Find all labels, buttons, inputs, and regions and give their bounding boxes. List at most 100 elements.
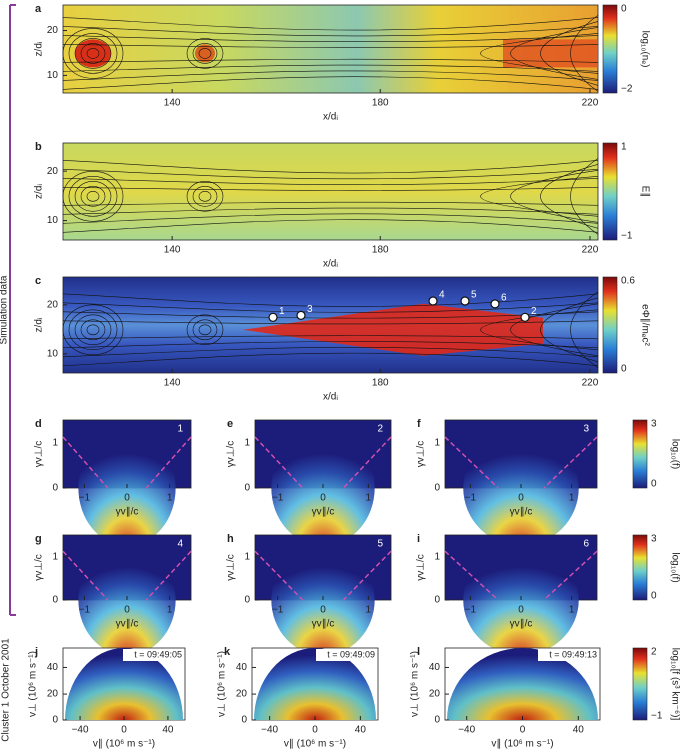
contour (74, 38, 112, 69)
contour (62, 320, 599, 325)
colorbar-label: log₁₀[f (s³ km⁻⁶)] (669, 648, 680, 721)
x-tick-label: 40 (355, 725, 367, 736)
contour (540, 297, 599, 363)
colorbar-max: 3 (651, 534, 657, 545)
contour (62, 352, 599, 367)
marker-label: 2 (531, 306, 537, 317)
marker-label: 5 (471, 290, 477, 301)
colorbar (602, 276, 618, 374)
x-tick-label: 0 (124, 605, 130, 616)
x-axis-label: v∥ (10⁶ m s⁻¹) (93, 739, 155, 750)
panel-index: 2 (377, 424, 383, 435)
contour (62, 335, 599, 340)
panel-letter: a (35, 3, 42, 15)
y-tick-label: 10 (47, 348, 59, 359)
x-tick-label: −40 (72, 725, 89, 736)
x-tick-label: −40 (261, 725, 278, 736)
y-tick-label: 0 (434, 715, 440, 726)
y-tick-label: 0 (434, 483, 440, 494)
x-tick-label: 1 (366, 605, 372, 616)
panel-index: 1 (177, 424, 183, 435)
colorbar-max: 1 (621, 142, 627, 153)
colorbar-min: −1 (621, 231, 633, 242)
colorbar-label: log₁₀(nₑ) (639, 31, 650, 68)
contour (62, 293, 599, 307)
marker-label: 4 (439, 290, 445, 301)
panel-letter: j (34, 646, 38, 658)
y-tick-label: 20 (236, 689, 248, 700)
y-axis-label: v⊥ (10⁶ m s⁻¹) (410, 651, 421, 717)
panel-letter: d (35, 418, 42, 430)
contour (74, 314, 112, 346)
x-tick-label: 1 (569, 493, 575, 504)
contour (62, 17, 599, 31)
x-tick-label: 0 (320, 493, 326, 504)
resonance-curve (444, 436, 598, 489)
y-tick-label: 1 (244, 437, 250, 448)
colorbar-label: log₁₀(f) (669, 439, 680, 469)
y-axis-label: γv⊥/c (34, 554, 45, 581)
density-region (503, 39, 598, 68)
time-label: t = 09:49:13 (549, 649, 597, 659)
marker-label: 6 (501, 293, 507, 304)
x-tick-label: −1 (79, 493, 91, 504)
panel-index: 4 (177, 539, 183, 550)
contour (186, 181, 224, 212)
y-tick-label: 0 (434, 595, 440, 606)
time-box (316, 649, 377, 661)
colorbar (632, 419, 648, 489)
y-tick-label: 10 (47, 70, 59, 81)
x-tick-label: 0 (520, 725, 526, 736)
location-marker (460, 296, 470, 306)
colorbar-label: E∥ (639, 186, 650, 198)
x-tick-label: 1 (167, 493, 173, 504)
x-tick-label: 0 (320, 605, 326, 616)
y-axis-label: γv⊥/c (226, 554, 237, 581)
contour (74, 181, 112, 212)
x-tick-label: −1 (465, 493, 477, 504)
colorbar-max: 3 (651, 419, 657, 430)
colorbar-min: 0 (651, 591, 657, 602)
x-tick-label: −1 (272, 605, 284, 616)
x-tick-label: 140 (164, 378, 181, 389)
contour (86, 191, 100, 202)
contour (62, 44, 599, 48)
contour (62, 187, 599, 191)
y-tick-label: 0 (244, 483, 250, 494)
marker-label: 3 (307, 304, 313, 315)
resonance-curve (62, 436, 192, 489)
contour (186, 38, 224, 69)
y-axis-label: γv⊥/c (416, 554, 427, 581)
panel-letter: h (227, 533, 234, 545)
x-axis-label: v∥ (10⁶ m s⁻¹) (284, 739, 346, 750)
contour (62, 169, 599, 180)
x-tick-label: 1 (366, 493, 372, 504)
x-tick-label: 140 (164, 245, 181, 256)
x-tick-label: 140 (164, 98, 181, 109)
contour (62, 64, 599, 72)
panel-letter: f (417, 418, 421, 430)
contour (540, 164, 599, 229)
x-tick-label: 40 (162, 725, 174, 736)
x-tick-label: 0 (518, 605, 524, 616)
colorbar-min: −2 (621, 84, 633, 95)
y-tick-label: 40 (236, 662, 248, 673)
contour (510, 170, 599, 223)
colorbar-min: −1 (651, 711, 663, 722)
x-tick-label: 180 (372, 98, 389, 109)
colorbar-max: 0 (621, 4, 627, 15)
y-tick-label: 40 (429, 662, 441, 673)
time-box (538, 649, 599, 661)
x-axis-label: γv∥/c (510, 619, 533, 630)
x-tick-label: 0 (121, 725, 127, 736)
density-peak (195, 44, 215, 63)
contour (192, 186, 218, 207)
x-tick-label: 220 (582, 245, 599, 256)
x-tick-label: −40 (458, 725, 475, 736)
contour (68, 176, 118, 217)
panel-letter: c (35, 275, 41, 287)
x-tick-label: 0 (518, 493, 524, 504)
contour (62, 35, 599, 43)
colorbar (632, 534, 648, 601)
y-axis-label: γv⊥/c (34, 441, 45, 468)
